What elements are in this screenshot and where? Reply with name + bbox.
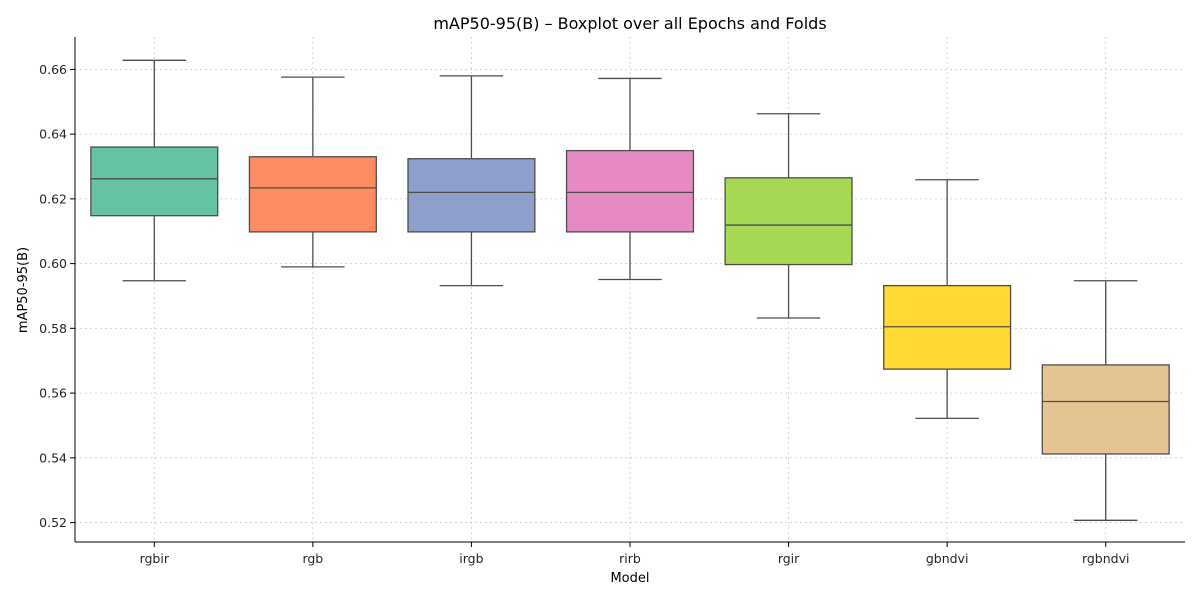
iqr-box	[407, 158, 536, 233]
iqr-box	[724, 177, 853, 266]
box-rgir	[724, 113, 853, 319]
y-tick-label: 0.64	[39, 127, 67, 142]
box-rirb	[565, 77, 695, 281]
box-rgbndvi	[1041, 280, 1170, 521]
y-tick-label: 0.60	[39, 256, 67, 271]
x-tick-label: rgb	[302, 551, 323, 566]
box-layer	[90, 59, 1170, 521]
iqr-box	[1041, 364, 1170, 455]
box-rgbir	[90, 59, 219, 282]
box-gbndvi	[883, 179, 1012, 419]
y-tick-label: 0.62	[39, 191, 67, 206]
y-tick-label: 0.66	[39, 62, 67, 77]
x-tick-label: rgbir	[140, 551, 170, 566]
box-irgb	[407, 75, 536, 287]
x-tick-label: irgb	[459, 551, 483, 566]
iqr-box	[565, 149, 695, 233]
x-axis-label: Model	[610, 571, 649, 586]
y-tick-label: 0.52	[39, 515, 67, 530]
box-rgb	[248, 76, 377, 268]
chart-title: mAP50-95(B) – Boxplot over all Epochs an…	[433, 14, 826, 33]
y-tick-label: 0.56	[39, 386, 67, 401]
x-tick-label: rgir	[778, 551, 800, 566]
x-tick-label: rirb	[619, 551, 641, 566]
x-tick-label: gbndvi	[926, 551, 969, 566]
x-tick-label: rgbndvi	[1082, 551, 1130, 566]
iqr-box	[248, 156, 377, 233]
y-tick-label: 0.58	[39, 321, 67, 336]
iqr-box	[90, 146, 219, 217]
axis-layer: 0.52 0.54 0.56 0.58 0.60 0.62 0.64 0.66 rgbir rgb…	[39, 37, 1185, 566]
y-axis-label: mAP50-95(B)	[16, 247, 31, 333]
y-tick-label: 0.54	[39, 450, 67, 465]
